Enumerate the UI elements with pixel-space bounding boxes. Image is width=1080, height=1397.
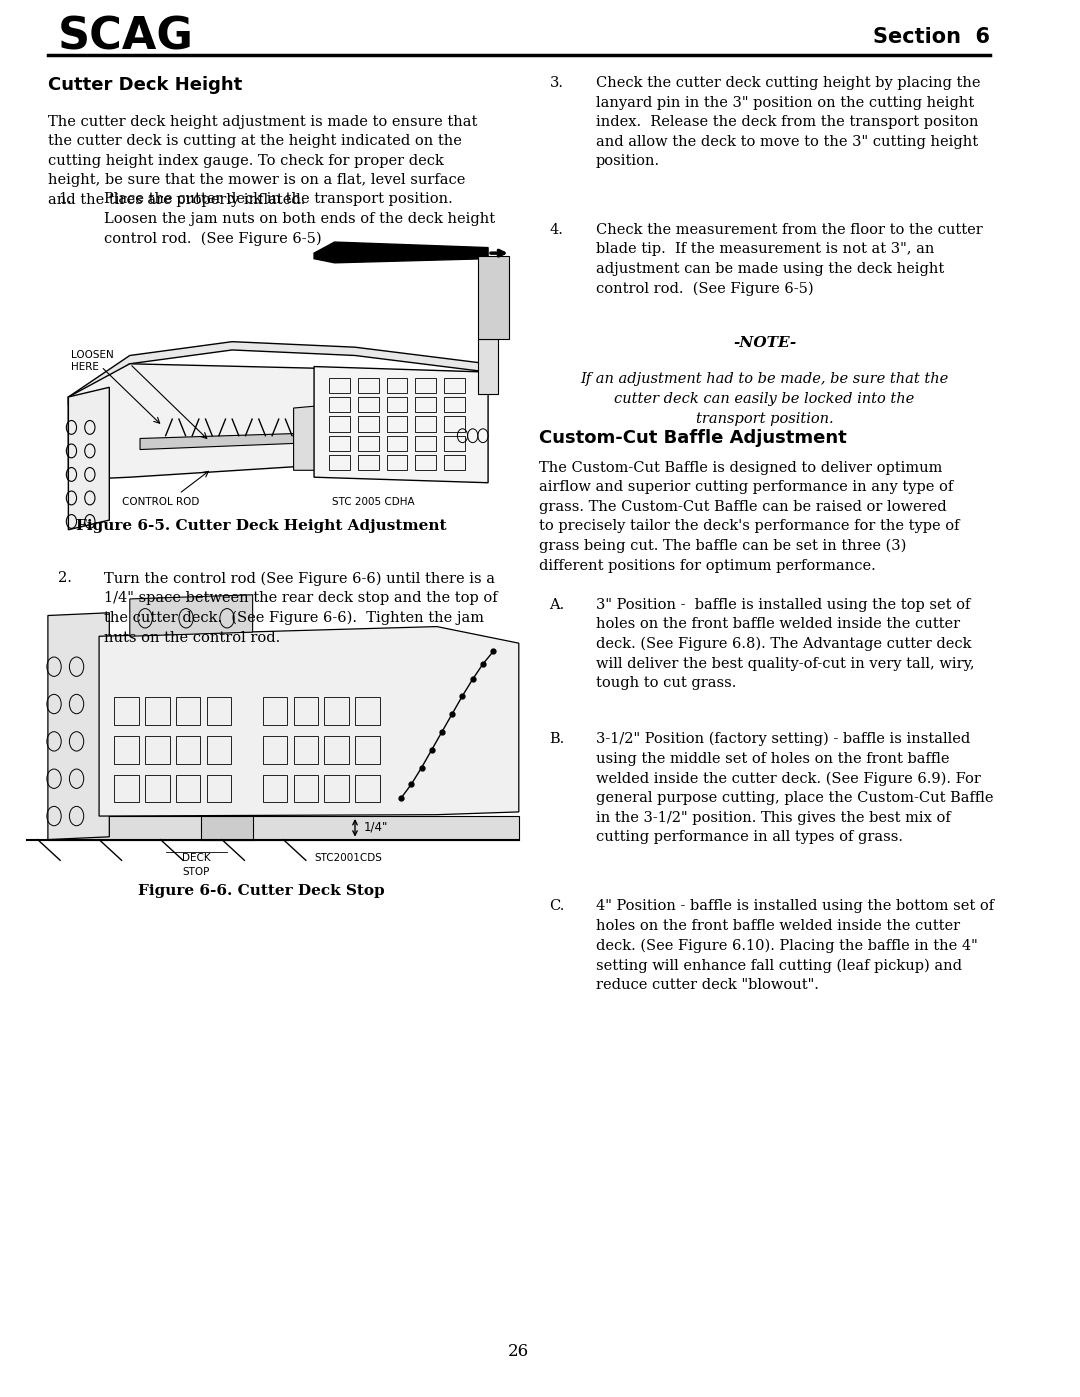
Polygon shape: [477, 339, 498, 394]
Text: Section  6: Section 6: [873, 28, 989, 47]
Bar: [206, 697, 231, 725]
Bar: [416, 377, 436, 393]
Text: STOP: STOP: [183, 868, 210, 877]
Polygon shape: [314, 242, 488, 263]
Text: 3" Position -  baffle is installed using the top set of
holes on the front baffl: 3" Position - baffle is installed using …: [595, 598, 974, 690]
Bar: [329, 436, 350, 451]
Bar: [262, 774, 287, 802]
Text: Check the cutter deck cutting height by placing the
lanyard pin in the 3" positi: Check the cutter deck cutting height by …: [595, 75, 980, 168]
Bar: [176, 774, 201, 802]
Bar: [206, 774, 231, 802]
Text: Cutter Deck Height: Cutter Deck Height: [48, 75, 242, 94]
Polygon shape: [99, 627, 518, 816]
Polygon shape: [130, 595, 253, 636]
Bar: [444, 377, 464, 393]
Bar: [329, 416, 350, 432]
Bar: [355, 774, 379, 802]
Bar: [359, 416, 379, 432]
Text: Figure 6-6. Cutter Deck Stop: Figure 6-6. Cutter Deck Stop: [137, 884, 384, 898]
Text: The cutter deck height adjustment is made to ensure that
the cutter deck is cutt: The cutter deck height adjustment is mad…: [48, 115, 477, 207]
Bar: [114, 736, 139, 764]
Polygon shape: [294, 405, 324, 471]
Bar: [416, 455, 436, 471]
Bar: [294, 736, 319, 764]
Text: 4" Position - baffle is installed using the bottom set of
holes on the front baf: 4" Position - baffle is installed using …: [595, 900, 994, 992]
Polygon shape: [477, 256, 509, 339]
Text: Place the cutter deck in the transport position.
Loosen the jam nuts on both end: Place the cutter deck in the transport p…: [104, 193, 496, 246]
Polygon shape: [140, 433, 314, 450]
Text: STC 2005 CDHA: STC 2005 CDHA: [333, 496, 415, 507]
Bar: [359, 455, 379, 471]
Text: LOOSEN
HERE: LOOSEN HERE: [71, 351, 114, 372]
Bar: [145, 774, 170, 802]
Bar: [176, 697, 201, 725]
Bar: [324, 697, 349, 725]
Bar: [387, 455, 407, 471]
Bar: [387, 377, 407, 393]
Text: DECK: DECK: [183, 854, 211, 863]
Text: 1/4": 1/4": [363, 820, 388, 834]
Bar: [444, 397, 464, 412]
Text: -NOTE-: -NOTE-: [733, 337, 796, 351]
Bar: [359, 397, 379, 412]
Bar: [444, 436, 464, 451]
Polygon shape: [68, 363, 477, 481]
Bar: [206, 736, 231, 764]
Text: 26: 26: [509, 1343, 529, 1359]
Bar: [324, 774, 349, 802]
Text: 2.: 2.: [58, 571, 72, 585]
Bar: [387, 416, 407, 432]
Bar: [416, 416, 436, 432]
Text: SCAG: SCAG: [58, 15, 194, 59]
Bar: [444, 416, 464, 432]
Bar: [444, 455, 464, 471]
Bar: [294, 774, 319, 802]
Bar: [416, 397, 436, 412]
Bar: [416, 436, 436, 451]
Text: If an adjustment had to be made, be sure that the
cutter deck can easily be lock: If an adjustment had to be made, be sure…: [580, 372, 948, 426]
Text: Custom-Cut Baffle Adjustment: Custom-Cut Baffle Adjustment: [539, 429, 847, 447]
Bar: [324, 736, 349, 764]
Bar: [359, 436, 379, 451]
Bar: [359, 377, 379, 393]
Text: 1.: 1.: [58, 193, 72, 207]
Bar: [114, 774, 139, 802]
Bar: [355, 697, 379, 725]
Polygon shape: [68, 342, 488, 405]
Text: 4.: 4.: [550, 222, 564, 236]
Text: CONTROL ROD: CONTROL ROD: [122, 496, 199, 507]
Text: Check the measurement from the floor to the cutter
blade tip.  If the measuremen: Check the measurement from the floor to …: [595, 222, 983, 296]
Bar: [387, 397, 407, 412]
Text: C.: C.: [550, 900, 565, 914]
Text: Figure 6-5. Cutter Deck Height Adjustment: Figure 6-5. Cutter Deck Height Adjustmen…: [76, 518, 446, 532]
Text: STC2001CDS: STC2001CDS: [314, 854, 382, 863]
Bar: [294, 697, 319, 725]
Bar: [355, 736, 379, 764]
Polygon shape: [68, 387, 109, 529]
Polygon shape: [314, 366, 488, 483]
Polygon shape: [202, 816, 253, 840]
Text: 3-1/2" Position (factory setting) - baffle is installed
using the middle set of : 3-1/2" Position (factory setting) - baff…: [595, 732, 994, 844]
Text: B.: B.: [550, 732, 565, 746]
Text: Turn the control rod (See Figure 6-6) until there is a
1/4" space between the re: Turn the control rod (See Figure 6-6) un…: [104, 571, 498, 645]
Bar: [145, 736, 170, 764]
Bar: [329, 397, 350, 412]
Bar: [329, 455, 350, 471]
Bar: [114, 697, 139, 725]
Text: 3.: 3.: [550, 75, 564, 89]
Text: A.: A.: [550, 598, 565, 612]
Bar: [145, 697, 170, 725]
Bar: [329, 377, 350, 393]
Bar: [387, 436, 407, 451]
Bar: [262, 697, 287, 725]
Polygon shape: [48, 613, 109, 840]
Bar: [262, 736, 287, 764]
Polygon shape: [48, 816, 518, 840]
Bar: [176, 736, 201, 764]
Text: The Custom-Cut Baffle is designed to deliver optimum
airflow and superior cuttin: The Custom-Cut Baffle is designed to del…: [539, 461, 960, 573]
